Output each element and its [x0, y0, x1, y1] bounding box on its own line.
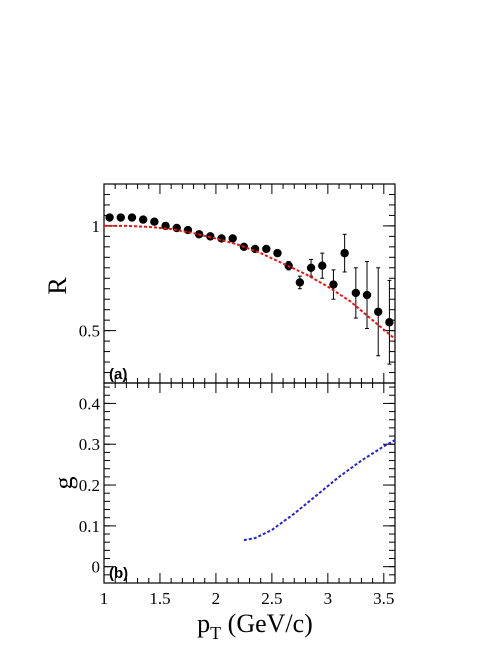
- panel-a-label: (a): [109, 366, 127, 383]
- panel-b-frame: [103, 382, 396, 584]
- y-axis-title-R: R: [43, 277, 72, 295]
- panel-b-ticks: 0 0.1 0.2 0.3 0.4 1 1.5 2 2.5 3 3.5: [79, 383, 395, 608]
- x-tick-label: 1: [100, 589, 109, 608]
- y-tick-label: 0.4: [79, 394, 101, 413]
- panel-b-label: (b): [109, 565, 128, 582]
- y-tick-label: 0.5: [79, 322, 100, 341]
- data-point: [340, 248, 349, 258]
- data-point: [318, 261, 327, 270]
- x-axis-title-subscript: T: [210, 623, 221, 643]
- panel-a-ticks: 0.51: [79, 184, 395, 383]
- data-point: [138, 215, 148, 224]
- x-tick-label: 2: [212, 589, 221, 608]
- data-point: [374, 307, 383, 316]
- data-point: [385, 318, 394, 327]
- x-axis-title-main: p: [197, 609, 210, 638]
- data-point: [351, 288, 361, 298]
- data-point: [105, 213, 114, 222]
- y-tick-label: 1: [92, 217, 101, 236]
- data-point: [228, 234, 237, 243]
- data-point: [306, 263, 316, 272]
- x-axis-title: pT (GeV/c): [197, 609, 313, 643]
- data-point: [150, 217, 159, 226]
- x-tick-label: 3: [324, 589, 333, 608]
- x-axis-title-unit: (GeV/c): [221, 609, 313, 638]
- data-point: [127, 213, 137, 222]
- data-point: [329, 280, 338, 289]
- data-point: [362, 290, 372, 300]
- data-point: [295, 278, 305, 287]
- panel-a-series: [104, 213, 396, 365]
- y-tick-label: 0.3: [79, 435, 100, 454]
- y-tick-label: 0.2: [79, 476, 100, 495]
- curve-line: [243, 439, 396, 542]
- data-point: [161, 221, 170, 231]
- x-tick-label: 3.5: [373, 589, 394, 608]
- y-tick-label: 0: [92, 558, 101, 577]
- panel-b-series: [243, 439, 396, 542]
- data-point: [116, 213, 125, 222]
- y-tick-label: 0.1: [79, 517, 100, 536]
- x-tick-label: 2.5: [261, 589, 282, 608]
- y-axis-title-g: g: [49, 477, 78, 490]
- data-point: [273, 248, 282, 258]
- data-point: [262, 244, 271, 254]
- panel-a-frame: [103, 183, 396, 384]
- x-tick-label: 1.5: [149, 589, 170, 608]
- curve-line: [104, 224, 396, 340]
